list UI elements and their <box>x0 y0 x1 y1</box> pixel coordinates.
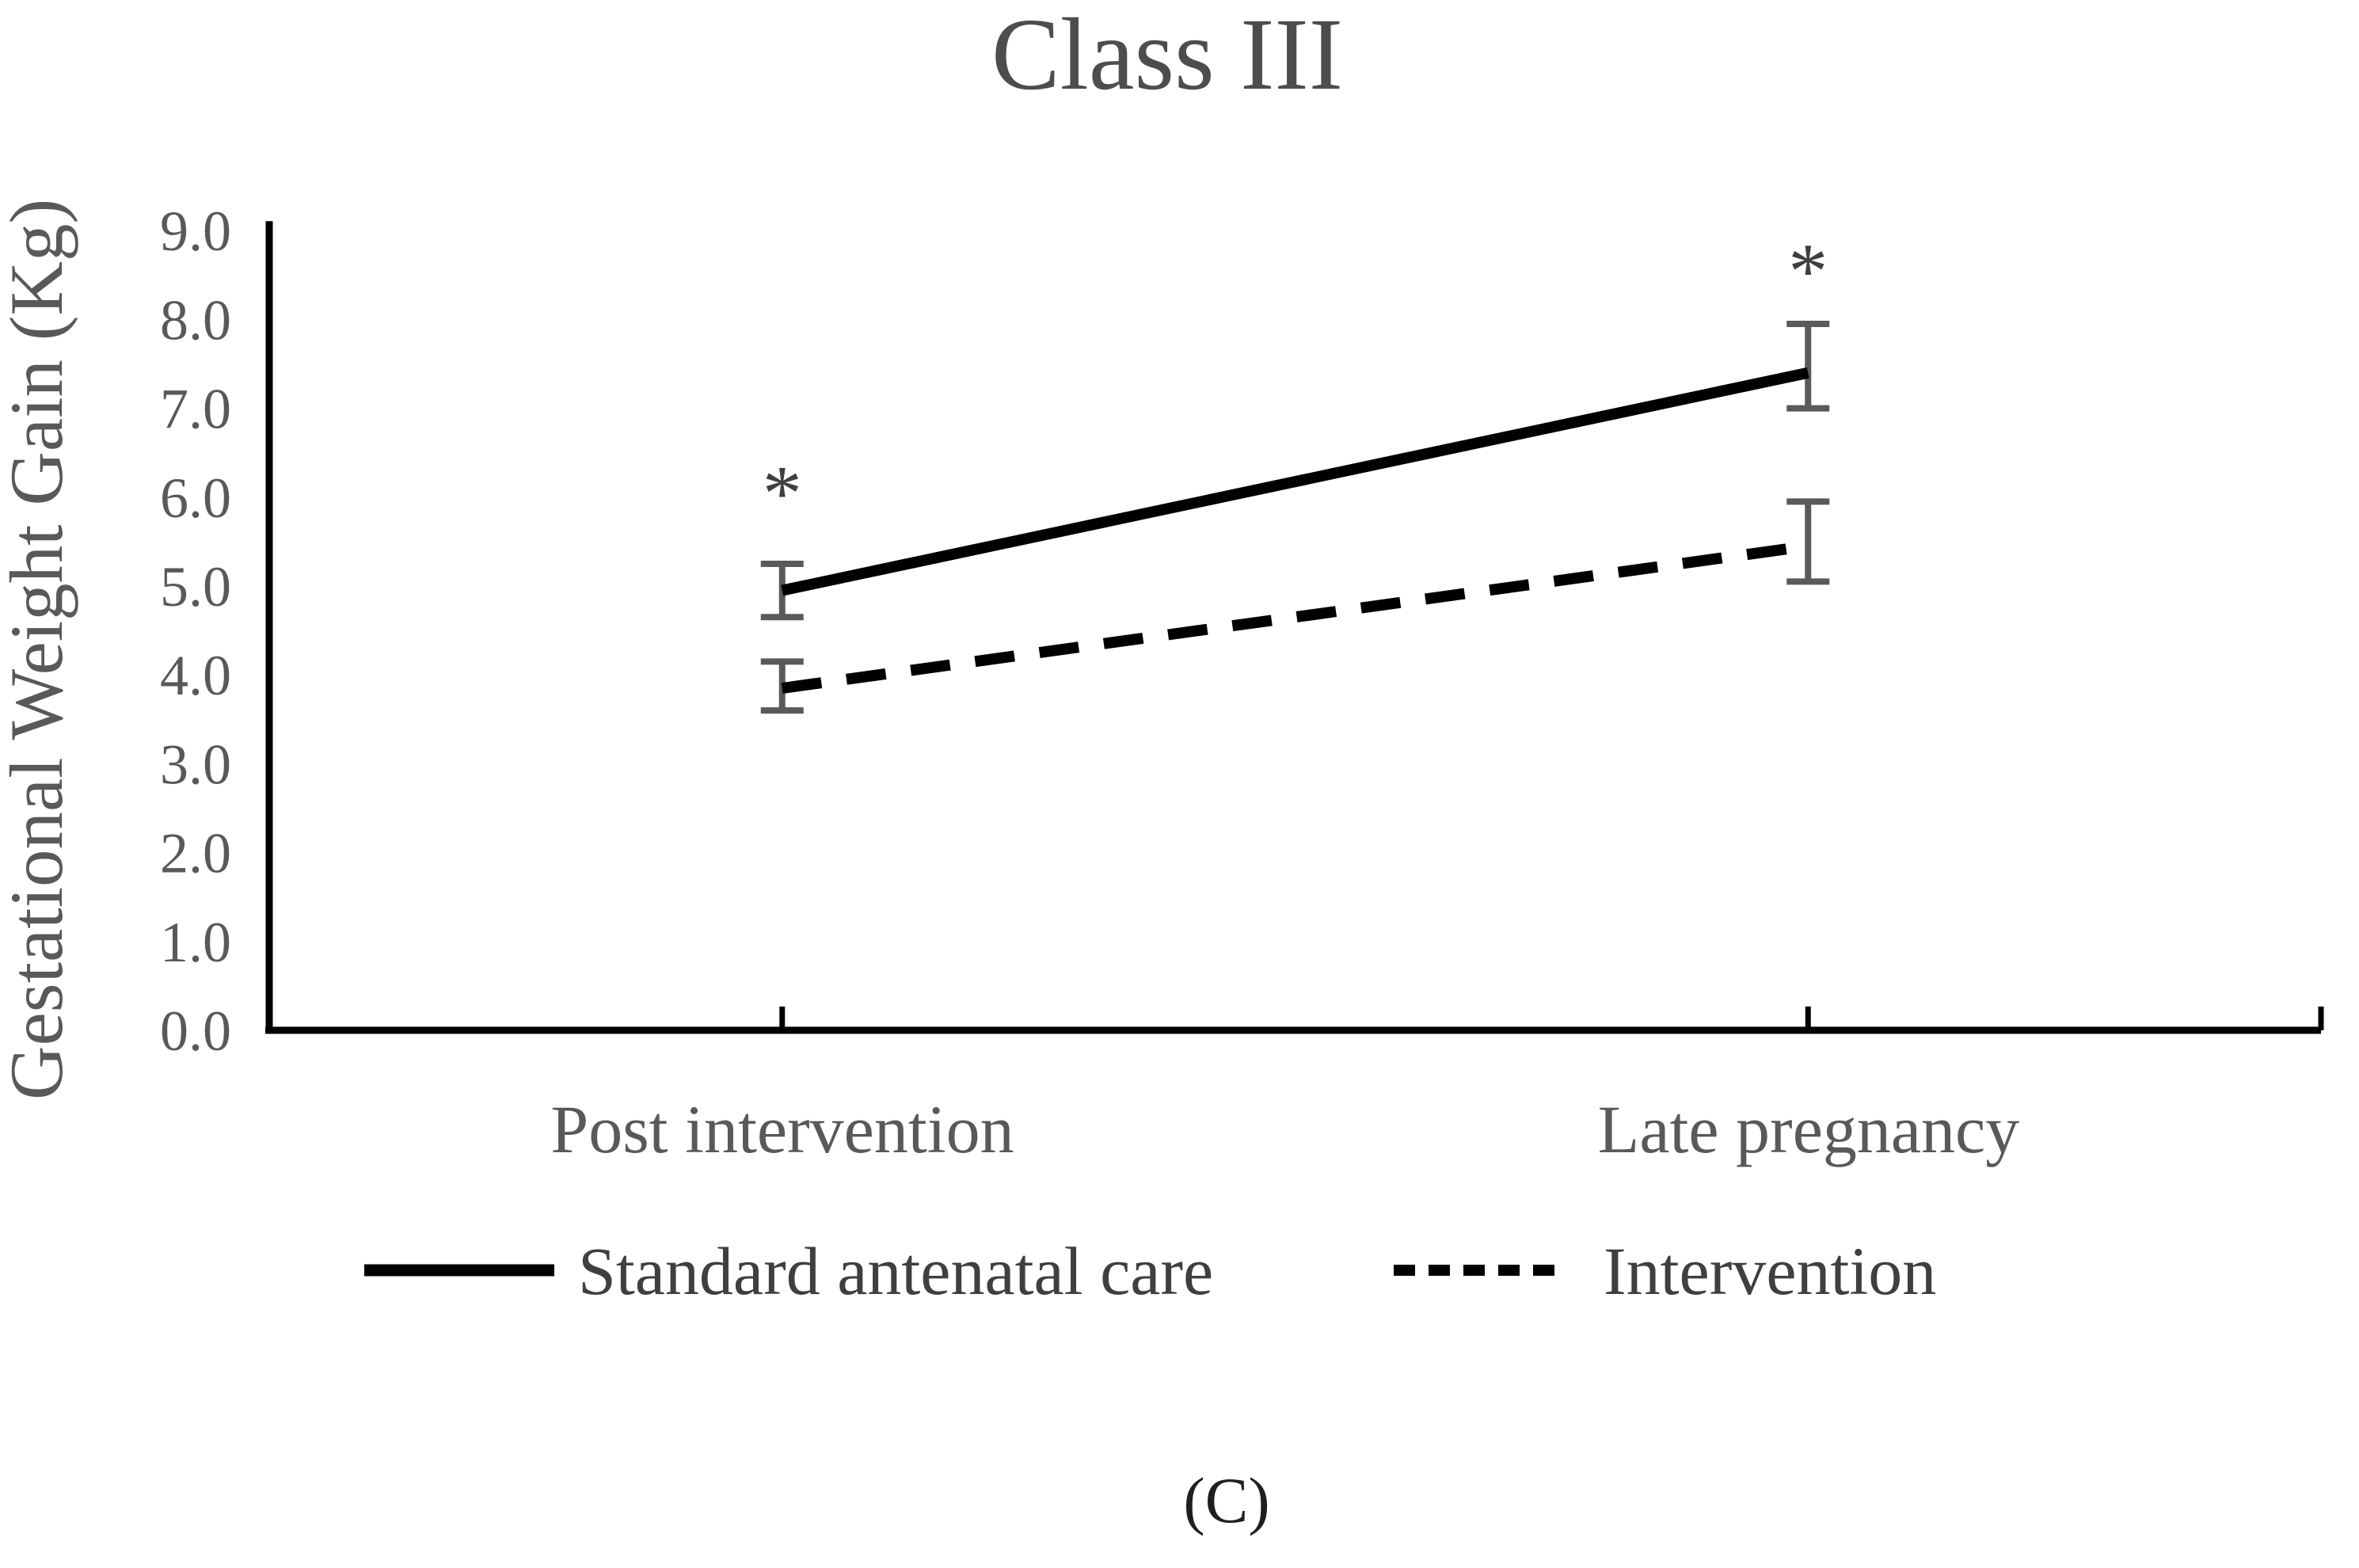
y-tick-label: 4.0 <box>160 644 231 707</box>
chart-title: Class III <box>991 0 1343 112</box>
y-tick-label: 8.0 <box>160 288 231 352</box>
plot-area: 0.0 1.0 2.0 3.0 4.0 5.0 6.0 7.0 8.0 9.0 * * <box>160 200 2324 1063</box>
legend-label-intervention: Intervention <box>1604 1233 1936 1309</box>
y-tick-label: 0.0 <box>160 999 231 1063</box>
y-tick-label: 2.0 <box>160 822 231 885</box>
y-tick-label: 1.0 <box>160 911 231 974</box>
panel-label: (C) <box>1183 1464 1269 1536</box>
significance-asterisk: * <box>1788 226 1828 314</box>
series-line-standard-antenatal-care <box>781 367 1809 596</box>
y-tick-label: 7.0 <box>160 378 231 441</box>
legend: Standard antenatal care Intervention <box>364 1233 1936 1309</box>
y-tick-label: 3.0 <box>160 733 231 796</box>
x-category-label-post-intervention: Post intervention <box>550 1091 1014 1167</box>
significance-asterisk: * <box>763 449 802 537</box>
x-category-label-late-pregnancy: Late pregnancy <box>1598 1091 2019 1167</box>
y-tick-label: 9.0 <box>160 200 231 263</box>
y-axis-title: Gestational Weight Gain (Kg) <box>0 199 78 1100</box>
y-tick-label: 6.0 <box>160 466 231 530</box>
y-tick-label: 5.0 <box>160 555 231 618</box>
series-line-intervention <box>781 540 1809 694</box>
legend-label-standard-antenatal-care: Standard antenatal care <box>578 1233 1213 1309</box>
